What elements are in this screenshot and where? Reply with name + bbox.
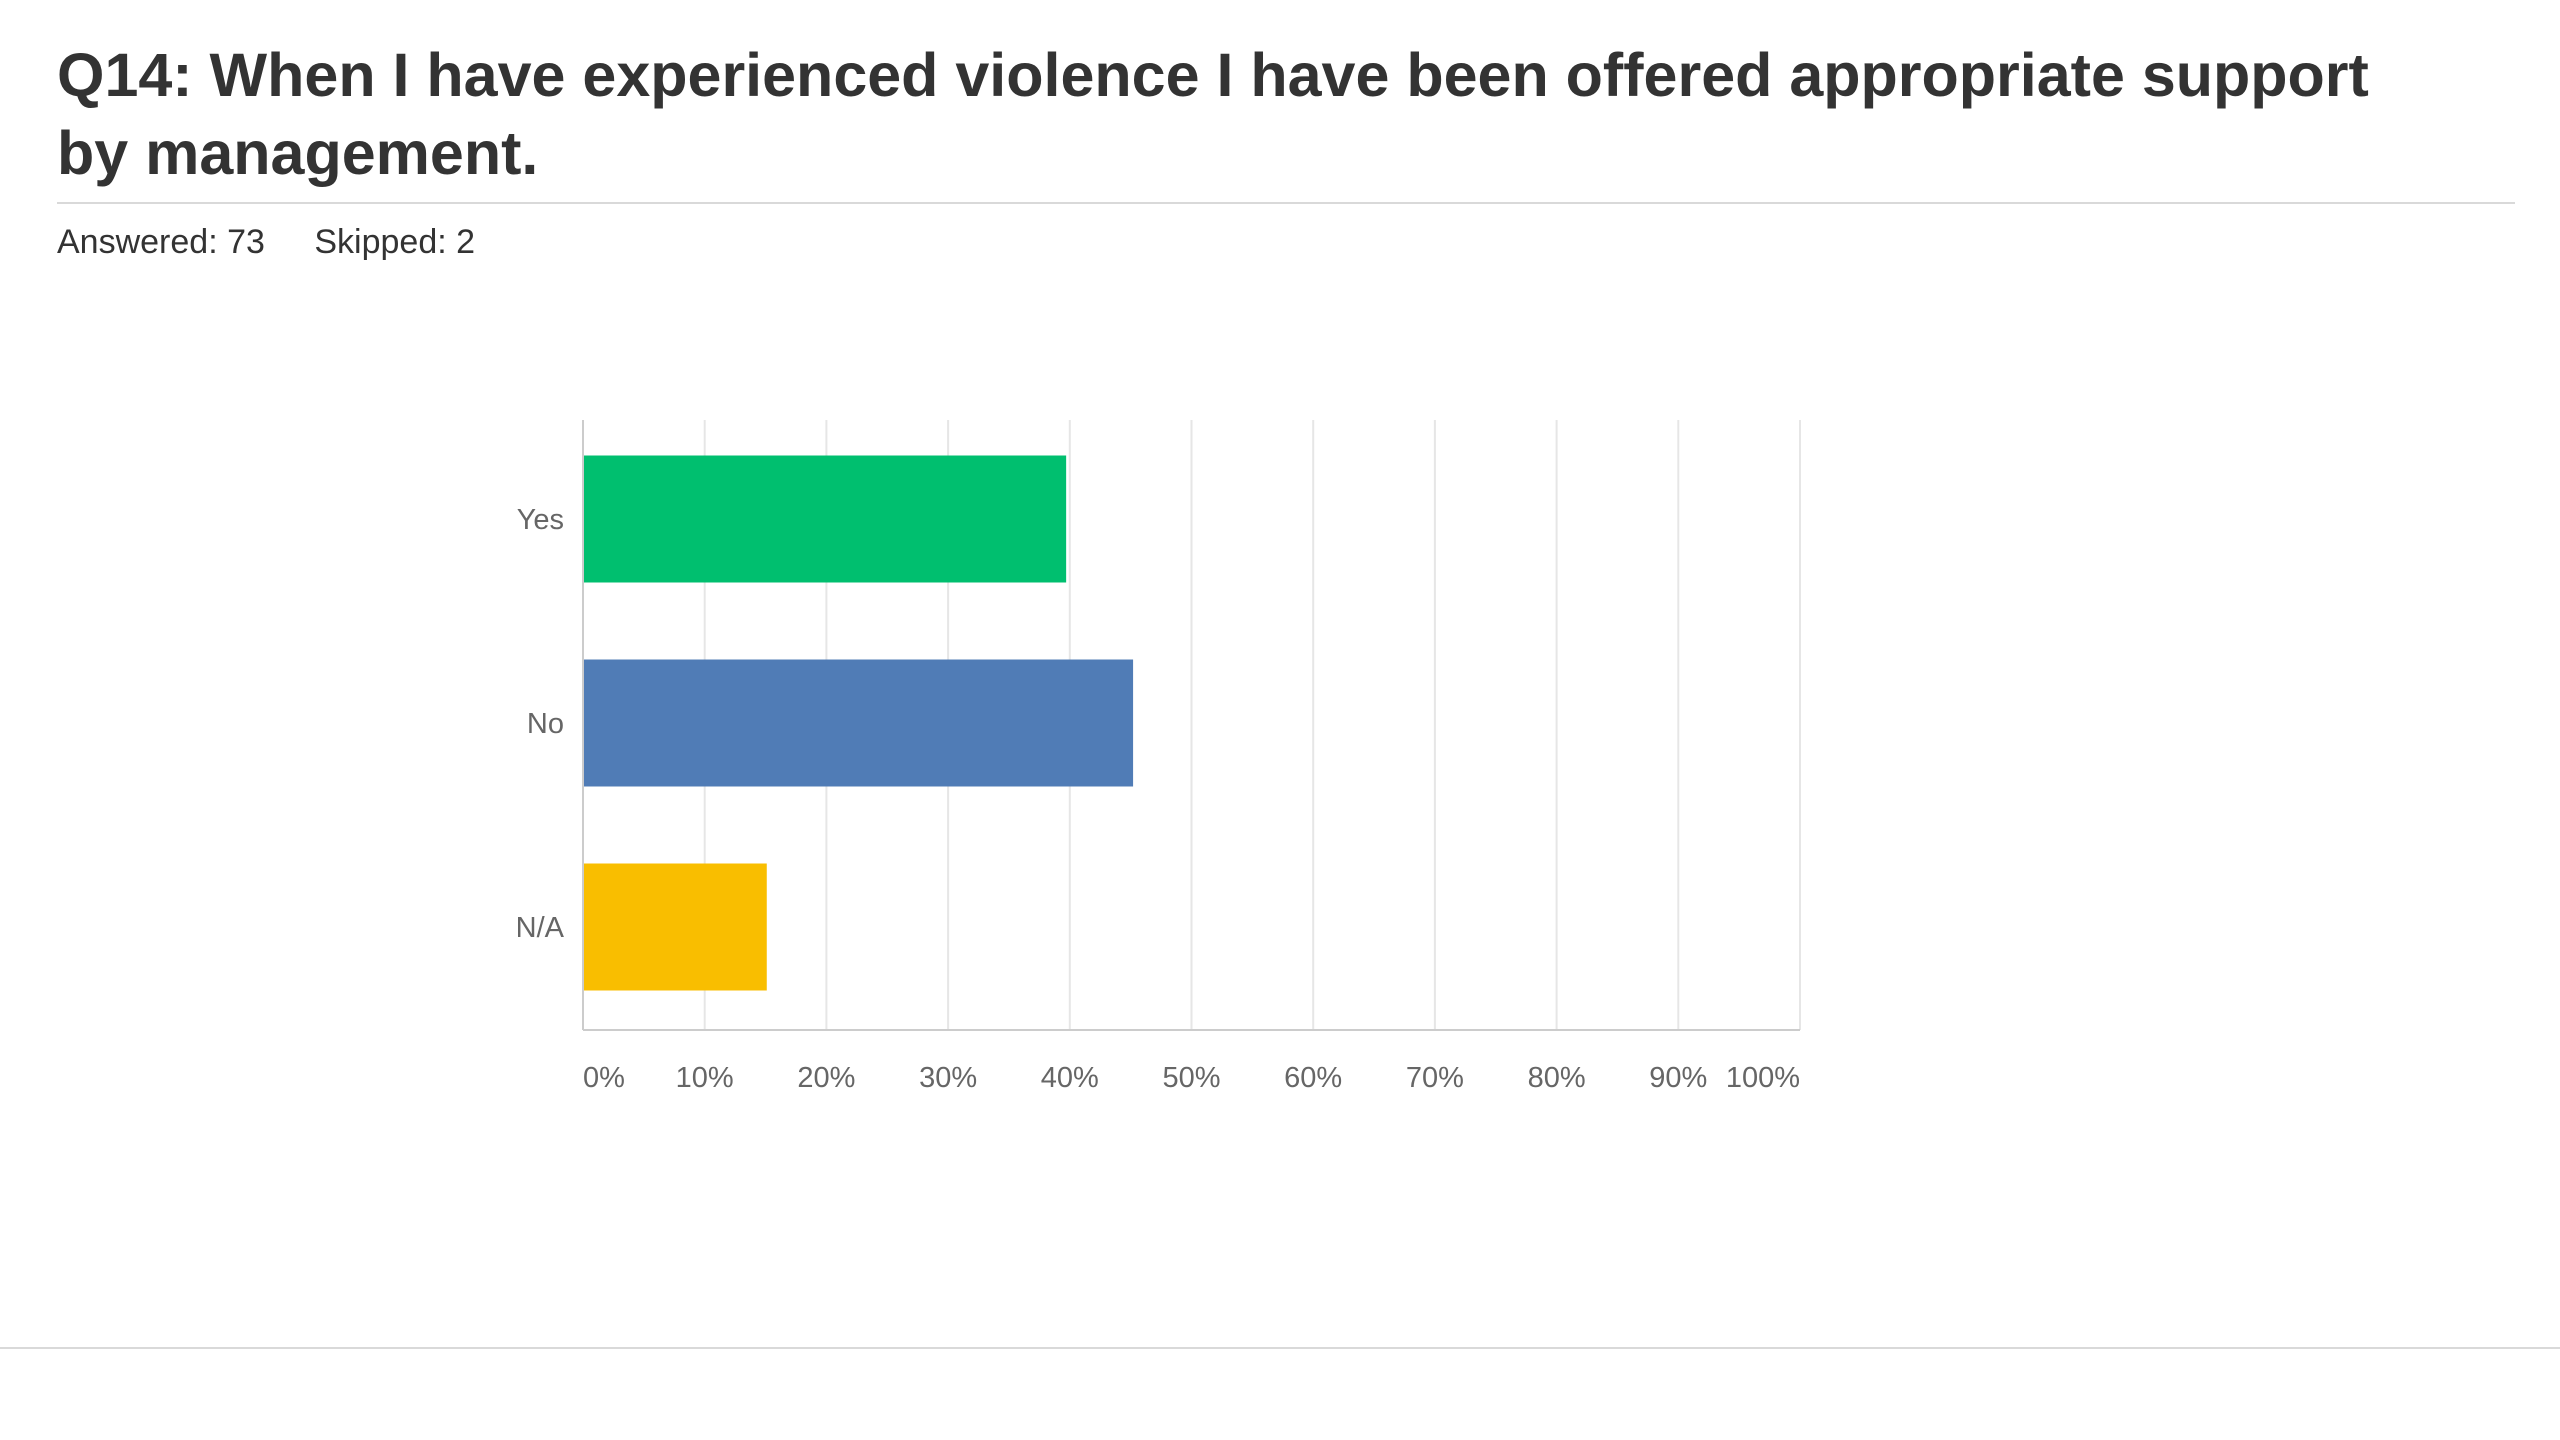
x-tick-label: 50% — [1162, 1062, 1220, 1094]
response-stats: Answered: 73 Skipped: 2 — [57, 220, 515, 264]
footer-divider — [0, 1347, 2560, 1349]
x-tick-label: 90% — [1649, 1062, 1707, 1094]
bar-no — [583, 659, 1134, 787]
x-tick-label: 20% — [797, 1062, 855, 1094]
title-divider — [57, 202, 2515, 204]
axes — [582, 420, 1800, 1031]
labels: 0% 10% 20% 30% 40% 50% 60% 70% 80% 90% 100% Yes No N/… — [516, 504, 1800, 1094]
category-label-no: No — [527, 708, 564, 740]
bar-chart: 0% 10% 20% 30% 40% 50% 60% 70% 80% 90% 100% Yes No N/… — [516, 420, 1801, 1094]
x-tick-label: 10% — [676, 1062, 734, 1094]
x-tick-label: 0% — [583, 1062, 625, 1094]
x-tick-label: 100% — [1726, 1062, 1800, 1094]
x-tick-label: 40% — [1041, 1062, 1099, 1094]
x-tick-label: 60% — [1284, 1062, 1342, 1094]
skipped-count: Skipped: 2 — [314, 223, 476, 261]
category-label-na: N/A — [516, 912, 565, 944]
x-tick-label: 70% — [1406, 1062, 1464, 1094]
x-tick-label: 80% — [1528, 1062, 1586, 1094]
question-title: Q14: When I have experienced violence I … — [57, 41, 2369, 187]
bars — [583, 455, 1134, 991]
answered-count: Answered: 73 — [57, 223, 265, 261]
x-tick-label: 30% — [919, 1062, 977, 1094]
bar-yes — [583, 455, 1067, 583]
bar-na — [583, 863, 767, 991]
category-label-yes: Yes — [517, 504, 564, 536]
